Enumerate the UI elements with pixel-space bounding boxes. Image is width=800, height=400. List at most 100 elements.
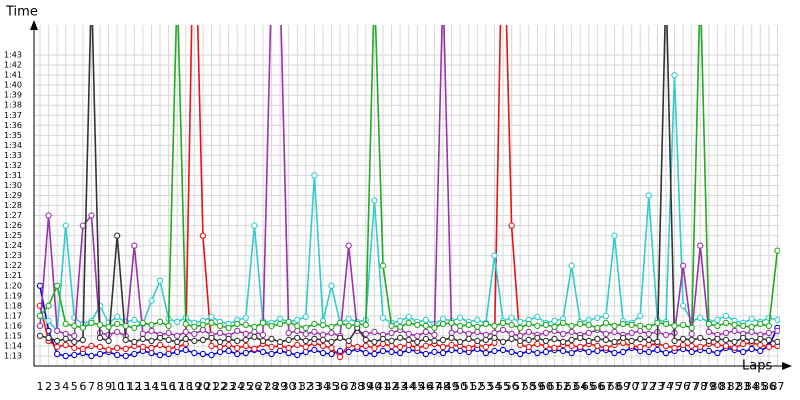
x-tick-label: 79 — [702, 380, 716, 393]
y-tick-label: 1:23 — [4, 251, 22, 260]
point-marker — [294, 341, 301, 349]
point-marker — [585, 348, 592, 356]
point-marker — [611, 322, 618, 330]
point-marker — [645, 341, 652, 349]
x-tick-label: 65 — [582, 380, 596, 393]
point-marker — [774, 327, 780, 335]
point-marker — [654, 319, 661, 327]
x-tick-label: 56 — [505, 380, 519, 393]
point-marker — [259, 337, 267, 345]
x-tick-label: 62 — [556, 380, 570, 393]
point-marker — [36, 282, 44, 289]
x-tick-label: 75 — [668, 380, 682, 393]
point-marker — [748, 345, 755, 353]
point-marker — [431, 331, 438, 339]
point-marker — [362, 349, 369, 357]
point-marker — [294, 316, 301, 324]
point-marker — [191, 337, 198, 345]
point-marker — [611, 328, 618, 336]
point-marker — [302, 337, 309, 345]
point-marker — [302, 343, 309, 351]
point-marker — [714, 341, 721, 349]
point-marker — [602, 319, 610, 327]
y-arrow — [30, 20, 38, 30]
y-tick-label: 1:14 — [4, 341, 22, 350]
x-tick-label: 55 — [496, 380, 510, 393]
point-marker — [234, 327, 241, 335]
point-marker — [328, 329, 335, 337]
point-marker — [114, 351, 121, 359]
point-marker — [199, 232, 207, 239]
point-marker — [585, 321, 592, 329]
x-tick-label: 63 — [565, 380, 579, 393]
point-marker — [457, 347, 464, 355]
point-marker — [491, 322, 498, 330]
x-tick-label: 72 — [642, 380, 656, 393]
point-marker — [319, 331, 327, 339]
point-marker — [757, 335, 764, 343]
point-marker — [139, 319, 147, 327]
y-tick-label: 1:17 — [4, 311, 22, 320]
point-marker — [448, 334, 455, 342]
point-marker — [242, 336, 249, 344]
point-marker — [482, 320, 490, 328]
point-marker — [568, 262, 575, 269]
x-tick-label: 86 — [762, 380, 776, 393]
point-marker — [491, 347, 498, 355]
point-marker — [114, 313, 121, 321]
point-marker — [285, 336, 292, 344]
point-marker — [731, 338, 738, 346]
point-marker — [114, 344, 121, 352]
x-tick-label: 64 — [573, 380, 587, 393]
x-tick-label: 71 — [633, 380, 647, 393]
point-marker — [748, 337, 755, 345]
point-marker — [45, 317, 52, 325]
point-marker — [114, 328, 121, 336]
point-marker — [559, 330, 567, 338]
y-tick-label: 1:18 — [4, 301, 22, 310]
point-marker — [637, 312, 644, 320]
point-marker — [396, 317, 404, 325]
point-marker — [628, 342, 635, 350]
x-tick-label: 10 — [110, 380, 124, 393]
x-tick-label: 43 — [393, 380, 407, 393]
x-tick-label: 15 — [153, 380, 167, 393]
point-marker — [371, 338, 378, 346]
point-marker — [319, 349, 327, 357]
x-tick-label: 47 — [427, 380, 441, 393]
y-tick-label: 1:29 — [4, 191, 22, 200]
y-tick-label: 1:20 — [4, 281, 22, 290]
point-marker — [234, 337, 241, 345]
point-marker — [405, 319, 412, 327]
y-tick-label: 1:13 — [4, 351, 22, 360]
x-tick-label: 53 — [479, 380, 493, 393]
point-marker — [422, 328, 430, 336]
x-tick-label: 73 — [650, 380, 664, 393]
point-marker — [311, 328, 318, 336]
point-marker — [405, 336, 412, 344]
point-marker — [174, 332, 181, 340]
point-marker — [182, 328, 189, 336]
point-marker — [439, 343, 447, 351]
point-marker — [688, 330, 695, 338]
point-marker — [234, 344, 241, 352]
point-marker — [508, 330, 515, 338]
point-marker — [328, 350, 335, 358]
point-marker — [216, 343, 224, 351]
point-marker — [602, 312, 610, 320]
point-marker — [542, 342, 550, 350]
point-marker — [268, 343, 275, 351]
x-tick-label: 80 — [710, 380, 724, 393]
point-marker — [688, 336, 695, 344]
point-marker — [517, 332, 524, 340]
point-marker — [671, 71, 678, 79]
point-marker — [594, 335, 601, 343]
point-marker — [208, 351, 215, 359]
point-marker — [739, 334, 747, 342]
point-marker — [225, 335, 232, 343]
point-marker — [379, 314, 387, 322]
point-marker — [268, 350, 275, 358]
point-marker — [362, 342, 369, 350]
point-marker — [405, 341, 412, 349]
x-tick-label: 81 — [719, 380, 733, 393]
